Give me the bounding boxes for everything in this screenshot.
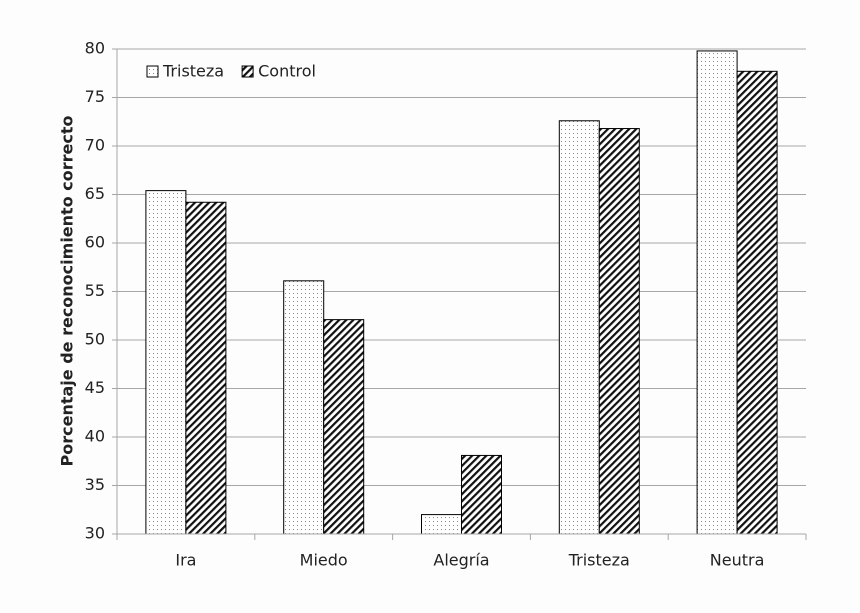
bar bbox=[145, 190, 187, 535]
y-tick-label: 65 bbox=[85, 184, 105, 203]
bar bbox=[696, 50, 738, 535]
bar bbox=[558, 120, 600, 535]
y-axis-label: Porcentaje de reconocimiento correcto bbox=[58, 116, 77, 467]
y-tick-label: 60 bbox=[85, 233, 105, 252]
y-tick-label: 75 bbox=[85, 87, 105, 106]
y-tick-label: 45 bbox=[85, 378, 105, 397]
y-tick-label: 50 bbox=[85, 330, 105, 349]
x-tick-label: Ira bbox=[175, 551, 196, 570]
bar bbox=[283, 280, 325, 535]
bar bbox=[736, 70, 778, 535]
x-tick-label: Neutra bbox=[710, 551, 765, 570]
x-tick-label: Miedo bbox=[300, 551, 348, 570]
y-tick-label: 80 bbox=[85, 39, 105, 58]
legend-swatch bbox=[146, 65, 159, 78]
legend-label: Tristeza bbox=[162, 62, 224, 81]
bar bbox=[598, 128, 640, 535]
y-tick-label: 70 bbox=[85, 136, 105, 155]
y-tick-label: 30 bbox=[85, 524, 105, 543]
x-tick-label: Tristeza bbox=[568, 551, 630, 570]
y-tick-label: 35 bbox=[85, 475, 105, 494]
bar bbox=[461, 454, 502, 535]
bar bbox=[421, 514, 462, 535]
x-tick-label: Alegría bbox=[433, 551, 489, 570]
legend-label: Control bbox=[258, 62, 316, 81]
y-tick-label: 55 bbox=[85, 281, 105, 300]
y-tick-label: 40 bbox=[85, 427, 105, 446]
bar bbox=[323, 319, 365, 535]
bar bbox=[185, 201, 227, 535]
legend-swatch bbox=[241, 65, 254, 78]
